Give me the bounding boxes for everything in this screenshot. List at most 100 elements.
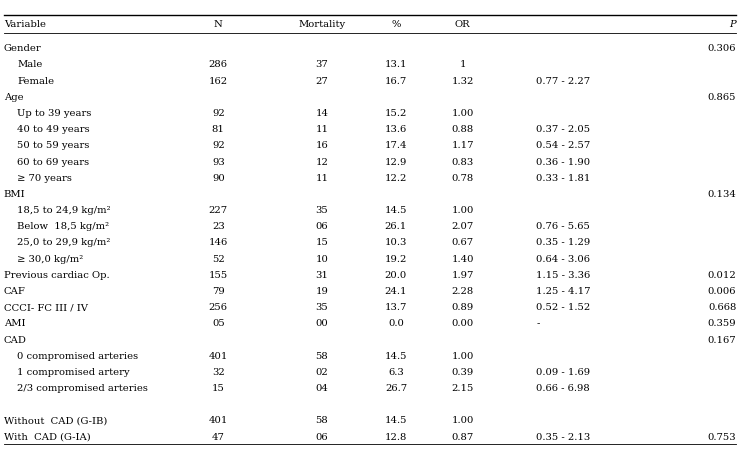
Text: 93: 93 — [212, 157, 225, 166]
Text: 04: 04 — [315, 383, 329, 392]
Text: 16: 16 — [315, 141, 329, 150]
Text: AMI: AMI — [4, 319, 25, 327]
Text: 19: 19 — [315, 286, 329, 295]
Text: Below  18,5 kg/m²: Below 18,5 kg/m² — [17, 222, 109, 231]
Text: 17.4: 17.4 — [385, 141, 407, 150]
Text: 18,5 to 24,9 kg/m²: 18,5 to 24,9 kg/m² — [17, 206, 111, 215]
Text: 0.167: 0.167 — [707, 335, 736, 344]
Text: 1.17: 1.17 — [451, 141, 474, 150]
Text: 0.83: 0.83 — [451, 157, 474, 166]
Text: 0.67: 0.67 — [451, 238, 474, 247]
Text: 19.2: 19.2 — [385, 254, 407, 263]
Text: 40 to 49 years: 40 to 49 years — [17, 125, 90, 134]
Text: 1.97: 1.97 — [451, 270, 474, 279]
Text: 81: 81 — [212, 125, 225, 134]
Text: 1.00: 1.00 — [451, 415, 474, 424]
Text: 24.1: 24.1 — [385, 286, 407, 295]
Text: 35: 35 — [315, 303, 329, 312]
Text: 12.2: 12.2 — [385, 173, 407, 182]
Text: 37: 37 — [315, 60, 329, 69]
Text: Variable: Variable — [4, 20, 46, 29]
Text: 146: 146 — [209, 238, 228, 247]
Text: 1.15 - 3.36: 1.15 - 3.36 — [536, 270, 591, 279]
Text: 60 to 69 years: 60 to 69 years — [17, 157, 89, 166]
Text: 12: 12 — [315, 157, 329, 166]
Text: 0.76 - 5.65: 0.76 - 5.65 — [536, 222, 591, 231]
Text: 0.012: 0.012 — [707, 270, 736, 279]
Text: 23: 23 — [212, 222, 225, 231]
Text: 90: 90 — [212, 173, 225, 182]
Text: 2.28: 2.28 — [451, 286, 474, 295]
Text: 06: 06 — [315, 432, 329, 441]
Text: 02: 02 — [315, 367, 329, 376]
Text: 27: 27 — [315, 77, 329, 85]
Text: 401: 401 — [209, 351, 228, 360]
Text: 12.9: 12.9 — [385, 157, 407, 166]
Text: CAF: CAF — [4, 286, 26, 295]
Text: 25,0 to 29,9 kg/m²: 25,0 to 29,9 kg/m² — [17, 238, 110, 247]
Text: 0 compromised arteries: 0 compromised arteries — [17, 351, 138, 360]
Text: 0.52 - 1.52: 0.52 - 1.52 — [536, 303, 591, 312]
Text: P: P — [730, 20, 736, 29]
Text: 1.00: 1.00 — [451, 109, 474, 118]
Text: 14.5: 14.5 — [385, 415, 407, 424]
Text: 0.89: 0.89 — [451, 303, 474, 312]
Text: 0.77 - 2.27: 0.77 - 2.27 — [536, 77, 591, 85]
Text: 0.00: 0.00 — [451, 319, 474, 327]
Text: 20.0: 20.0 — [385, 270, 407, 279]
Text: 1.32: 1.32 — [451, 77, 474, 85]
Text: 0.78: 0.78 — [451, 173, 474, 182]
Text: CCCI- FC III / IV: CCCI- FC III / IV — [4, 303, 88, 312]
Text: 15: 15 — [212, 383, 225, 392]
Text: Age: Age — [4, 92, 24, 101]
Text: 401: 401 — [209, 415, 228, 424]
Text: 155: 155 — [209, 270, 228, 279]
Text: 13.7: 13.7 — [385, 303, 407, 312]
Text: 0.87: 0.87 — [451, 432, 474, 441]
Text: 11: 11 — [315, 125, 329, 134]
Text: -: - — [536, 319, 540, 327]
Text: 162: 162 — [209, 77, 228, 85]
Text: 0.668: 0.668 — [708, 303, 736, 312]
Text: 1: 1 — [460, 60, 465, 69]
Text: 50 to 59 years: 50 to 59 years — [17, 141, 90, 150]
Text: BMI: BMI — [4, 189, 25, 198]
Text: Male: Male — [17, 60, 42, 69]
Text: 0.37 - 2.05: 0.37 - 2.05 — [536, 125, 591, 134]
Text: 0.33 - 1.81: 0.33 - 1.81 — [536, 173, 591, 182]
Text: 15: 15 — [315, 238, 329, 247]
Text: Previous cardiac Op.: Previous cardiac Op. — [4, 270, 110, 279]
Text: 58: 58 — [315, 351, 329, 360]
Text: 0.306: 0.306 — [707, 44, 736, 53]
Text: 13.1: 13.1 — [385, 60, 407, 69]
Text: 52: 52 — [212, 254, 225, 263]
Text: N: N — [214, 20, 223, 29]
Text: 0.54 - 2.57: 0.54 - 2.57 — [536, 141, 591, 150]
Text: 26.7: 26.7 — [385, 383, 407, 392]
Text: 6.3: 6.3 — [388, 367, 404, 376]
Text: 0.36 - 1.90: 0.36 - 1.90 — [536, 157, 591, 166]
Text: 1.40: 1.40 — [451, 254, 474, 263]
Text: Up to 39 years: Up to 39 years — [17, 109, 92, 118]
Text: 13.6: 13.6 — [385, 125, 407, 134]
Text: 0.39: 0.39 — [451, 367, 474, 376]
Text: 26.1: 26.1 — [385, 222, 407, 231]
Text: 0.64 - 3.06: 0.64 - 3.06 — [536, 254, 591, 263]
Text: 286: 286 — [209, 60, 228, 69]
Text: 1.00: 1.00 — [451, 351, 474, 360]
Text: 00: 00 — [315, 319, 329, 327]
Text: 0.865: 0.865 — [707, 92, 736, 101]
Text: 05: 05 — [212, 319, 225, 327]
Text: 1.25 - 4.17: 1.25 - 4.17 — [536, 286, 591, 295]
Text: 12.8: 12.8 — [385, 432, 407, 441]
Text: OR: OR — [454, 20, 471, 29]
Text: 0.88: 0.88 — [451, 125, 474, 134]
Text: 2/3 compromised arteries: 2/3 compromised arteries — [17, 383, 148, 392]
Text: 227: 227 — [209, 206, 228, 215]
Text: 0.35 - 2.13: 0.35 - 2.13 — [536, 432, 591, 441]
Text: ≥ 70 years: ≥ 70 years — [17, 173, 72, 182]
Text: Gender: Gender — [4, 44, 41, 53]
Text: 0.134: 0.134 — [707, 189, 736, 198]
Text: 1 compromised artery: 1 compromised artery — [17, 367, 130, 376]
Text: 0.66 - 6.98: 0.66 - 6.98 — [536, 383, 591, 392]
